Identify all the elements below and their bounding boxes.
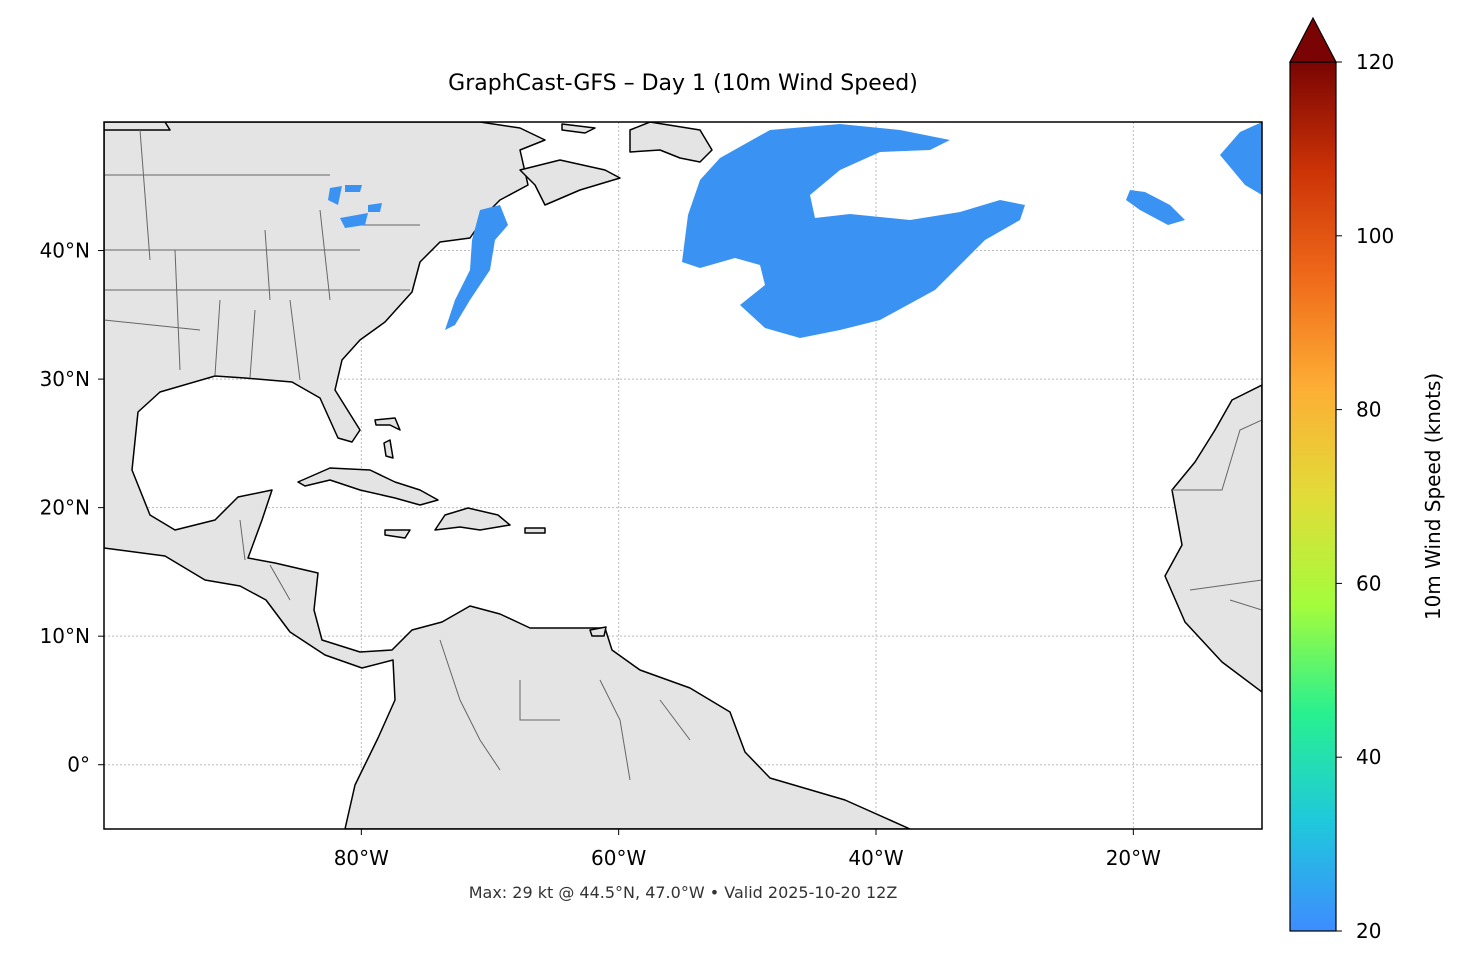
land xyxy=(629,122,713,163)
border xyxy=(104,129,1262,781)
wind-field xyxy=(328,122,1262,338)
colorbar-tick-label: 120 xyxy=(1356,50,1394,74)
land xyxy=(589,626,607,637)
axes: 80°W 60°W 40°W 20°W 0° 10°N 20°N 30°N 40°N xyxy=(40,239,1162,870)
map-frame xyxy=(103,121,1263,830)
land xyxy=(434,507,511,531)
land xyxy=(524,527,546,534)
y-tick-label: 40°N xyxy=(40,239,90,263)
land xyxy=(297,467,439,506)
x-tick-label: 20°W xyxy=(1106,846,1161,870)
y-tick-label: 20°N xyxy=(40,496,90,520)
colorbar-tick-label: 80 xyxy=(1356,398,1381,422)
colorbar-label: 10m Wind Speed (knots) xyxy=(1421,373,1445,620)
y-tick-label: 0° xyxy=(67,753,90,777)
y-tick-label: 30°N xyxy=(40,367,90,391)
land xyxy=(561,123,596,134)
land xyxy=(374,417,401,431)
colorbar-tick-label: 100 xyxy=(1356,224,1394,248)
land xyxy=(519,159,621,206)
colorbar-gradient xyxy=(1290,62,1336,931)
land xyxy=(384,529,411,539)
x-tick-label: 60°W xyxy=(591,846,646,870)
colorbar-frame xyxy=(1289,61,1337,932)
y-tick-label: 10°N xyxy=(40,624,90,648)
land xyxy=(1164,384,1262,693)
land xyxy=(104,122,911,829)
footer-note: Max: 29 kt @ 44.5°N, 47.0°W • Valid 2025… xyxy=(469,883,898,902)
land xyxy=(104,122,171,131)
colorbar-tick-label: 20 xyxy=(1356,919,1381,943)
chart-title: GraphCast-GFS – Day 1 (10m Wind Speed) xyxy=(448,71,918,96)
land xyxy=(383,439,394,459)
colorbar-extend xyxy=(1289,16,1337,63)
colorbar-tick-label: 40 xyxy=(1356,745,1381,769)
colorbar: 20 40 60 80 100 120 10m Wind Speed (knots) xyxy=(1289,16,1445,943)
map xyxy=(104,122,1262,829)
x-tick-label: 40°W xyxy=(848,846,903,870)
x-tick-label: 80°W xyxy=(334,846,389,870)
colorbar-tick-label: 60 xyxy=(1356,571,1381,595)
